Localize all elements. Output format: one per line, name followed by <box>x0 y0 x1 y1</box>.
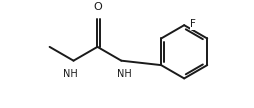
Text: NH: NH <box>117 69 132 79</box>
Text: F: F <box>190 19 196 29</box>
Text: NH: NH <box>63 69 78 79</box>
Text: O: O <box>93 2 102 12</box>
